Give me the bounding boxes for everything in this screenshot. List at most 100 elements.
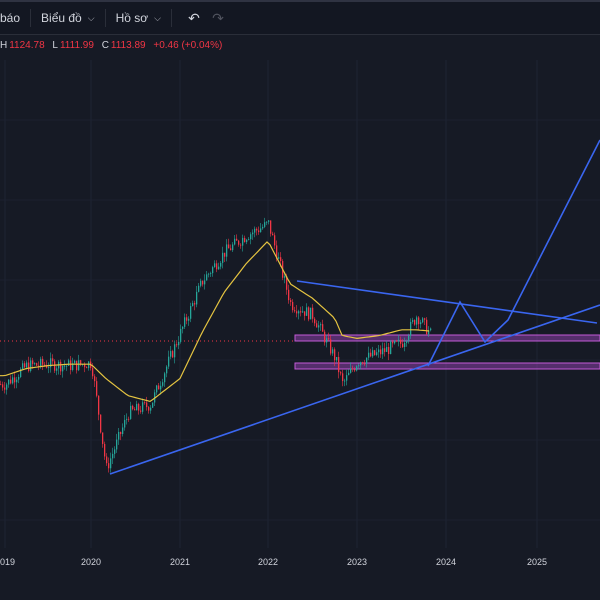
candle-body [84, 364, 86, 368]
candle-body [196, 291, 198, 305]
candle-body [408, 335, 410, 341]
candle-body [302, 311, 304, 313]
candle-body [386, 347, 388, 352]
candle-body [122, 427, 124, 435]
x-tick-label: 2023 [347, 557, 367, 567]
top-border [0, 0, 600, 2]
candle-body [148, 407, 150, 411]
candle-body [160, 385, 162, 390]
profile-menu-button[interactable]: Hồ sơ ⌵ [116, 2, 161, 34]
candle-body [192, 303, 194, 307]
resistance-trendline[interactable] [296, 280, 598, 324]
candle-body [20, 369, 22, 378]
candle-body [212, 267, 214, 274]
candle-body [426, 319, 428, 335]
toolbar-cutoff-label: báo [0, 11, 21, 25]
candle-body [164, 373, 166, 383]
candle-body [116, 439, 118, 450]
candle-body [406, 340, 408, 343]
low-value: 1111.99 [59, 40, 94, 51]
candle-body [34, 363, 36, 364]
candle-body [92, 367, 94, 377]
close-value: 1113.89 [110, 40, 146, 51]
candle-body [124, 419, 126, 428]
candle-body [206, 274, 208, 281]
candle-body [128, 418, 130, 420]
redo-button[interactable]: ↷ [206, 2, 230, 34]
candle-body [334, 349, 336, 361]
candle-body [310, 307, 312, 320]
candle-body [290, 300, 292, 302]
change-value: +0.46 (+0.04%) [153, 40, 223, 51]
candle-body [118, 431, 120, 440]
candle-body [60, 361, 62, 372]
candle-body [368, 352, 370, 358]
candle-body [198, 285, 200, 292]
candle-body [168, 356, 170, 367]
candle-body [182, 326, 184, 329]
candle-body [162, 382, 164, 386]
candle-body [380, 349, 382, 355]
time-axis[interactable]: 2019 2020 2021 2022 2023 2024 2025 [0, 557, 547, 567]
candle-body [286, 276, 288, 290]
candle-body [278, 257, 280, 259]
candle-body [404, 342, 406, 348]
support-zone-upper[interactable] [294, 334, 600, 342]
candle-body [220, 262, 222, 267]
candle-body [50, 358, 52, 368]
candle-body [264, 222, 266, 227]
candle-body [126, 418, 128, 420]
candle-body [152, 402, 154, 408]
candle-body [172, 351, 174, 358]
x-tick-label: 2020 [81, 557, 101, 567]
candle-body [296, 311, 298, 314]
candle-body [218, 266, 220, 270]
candle-body [136, 403, 138, 411]
undo-button[interactable]: ↶ [182, 2, 206, 34]
candle-body [356, 366, 358, 371]
chart-menu-button[interactable]: Biểu đồ ⌵ [41, 2, 95, 34]
candle-body [42, 358, 44, 365]
candle-body [358, 365, 360, 367]
candle-body [374, 350, 376, 355]
candle-body [222, 252, 224, 263]
candle-body [280, 257, 282, 262]
candle-body [74, 360, 76, 364]
support-zone-lower[interactable] [294, 362, 600, 370]
candle-body [228, 244, 230, 249]
candle-body [108, 463, 110, 469]
candle-body [194, 303, 196, 305]
candle-body [26, 362, 28, 368]
candle-body [150, 407, 152, 411]
candle-body [430, 328, 432, 331]
support-trendline[interactable] [109, 304, 600, 475]
toolbar-cutoff-item[interactable]: báo [0, 2, 20, 34]
candle-body [342, 373, 344, 382]
candle-body [320, 324, 322, 326]
candle-body [236, 238, 238, 241]
candle-body [262, 226, 264, 229]
candle-body [22, 363, 24, 370]
candle-body [266, 221, 268, 223]
candle-body [336, 357, 338, 361]
candle-body [324, 331, 326, 343]
candle-body [258, 230, 260, 233]
candle-body [112, 453, 114, 459]
candle-body [246, 239, 248, 243]
candle-body [52, 358, 54, 362]
candle-body [354, 369, 356, 371]
redo-icon: ↷ [212, 9, 224, 26]
candle-body [240, 244, 242, 246]
candle-body [298, 311, 300, 314]
candle-body [292, 301, 294, 311]
toolbar-divider [104, 9, 106, 27]
candle-body [252, 232, 254, 235]
candle-body [232, 244, 234, 251]
candle-body [316, 323, 318, 328]
chart-menu-label: Biểu đồ [41, 11, 82, 25]
x-tick-label: 2021 [170, 557, 190, 567]
projection-path[interactable] [427, 139, 600, 367]
candle-body [242, 237, 244, 246]
candle-body [144, 402, 146, 404]
